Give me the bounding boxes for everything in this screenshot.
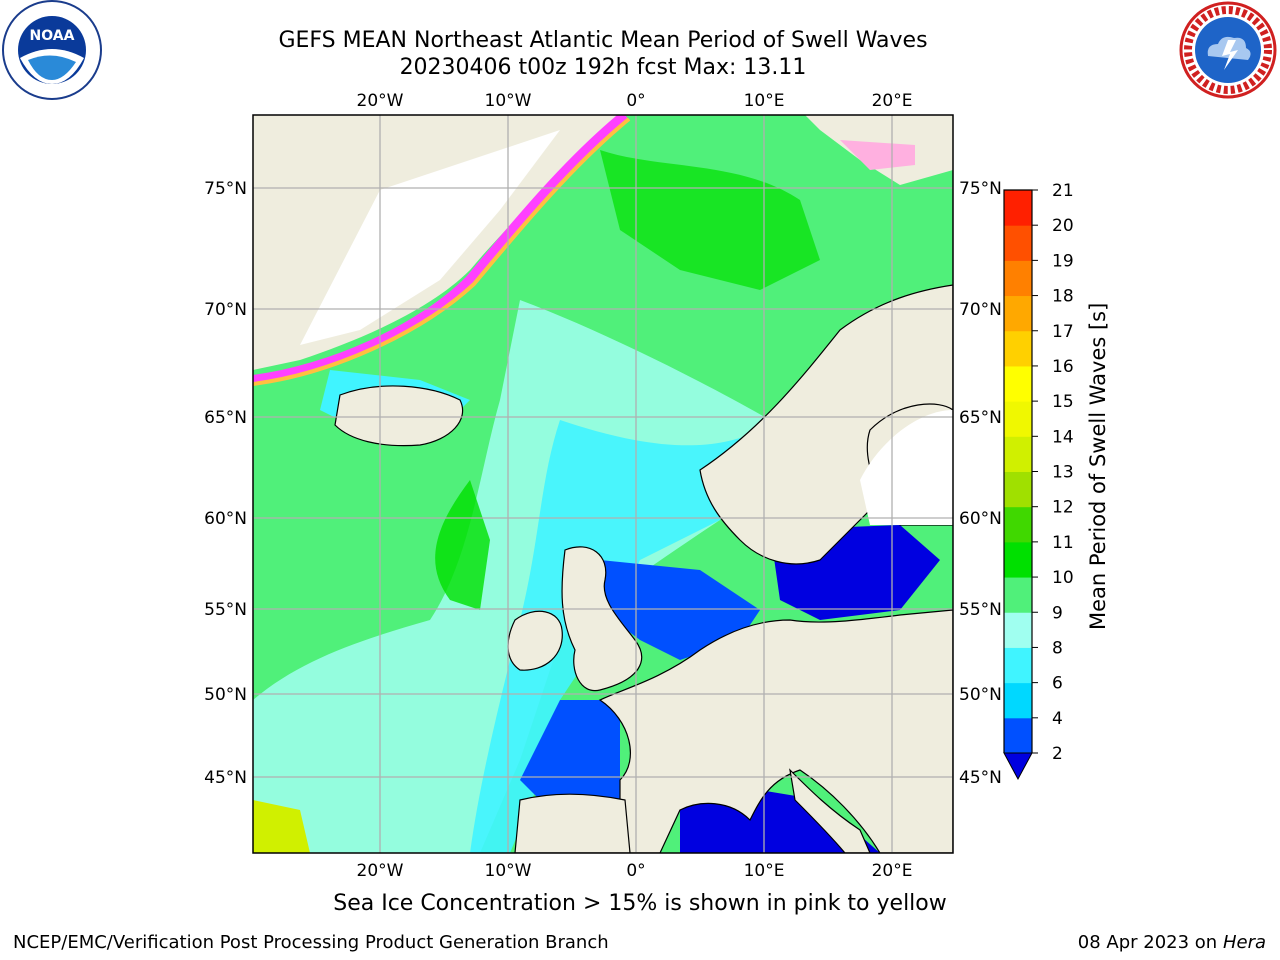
colorbar-segment [1004,647,1032,684]
footer-credit: NCEP/EMC/Verification Post Processing Pr… [13,932,609,953]
colorbar-segment [1004,401,1032,437]
swell-band-10-11 [435,480,490,610]
colorbar-tick-label: 10 [1052,568,1074,588]
colorbar-tick-label: 14 [1052,427,1074,447]
map-subtitle: 20230406 t00z 192h fcst Max: 13.11 [399,55,807,80]
sea-ice-edge-greenland-outer [253,117,631,386]
lon-label-bottom: 20°W [357,861,404,881]
colorbar-segment [1004,436,1032,472]
sea-ice-svalbard [840,140,915,170]
lat-label-right: 50°N [959,685,1002,705]
colorbar-tick-label: 2 [1052,744,1063,764]
lat-label-left: 65°N [204,408,247,428]
colorbar-segment [1004,365,1032,402]
map-frame [252,114,954,854]
lat-label-right: 60°N [959,509,1002,529]
colorbar-tick-label: 20 [1052,216,1074,236]
colorbar-segment [1004,295,1032,332]
iberia [514,793,631,853]
colorbar-tick-label: 21 [1052,181,1074,201]
lon-label-top: 20°W [357,91,404,111]
colorbar-tick-label: 13 [1052,463,1074,483]
colorbar-segment [1004,190,1032,226]
colorbar-tick-label: 12 [1052,498,1074,518]
colorbar-segment [1004,260,1032,297]
lat-label-left: 50°N [204,685,247,705]
colorbar-segment [1004,612,1032,648]
continental-europe [598,609,953,853]
colorbar-tick-label: 8 [1052,638,1063,658]
greenland-ice-mask [300,130,560,345]
lat-label-left: 55°N [204,600,247,620]
colorbar-tick-label: 6 [1052,674,1063,694]
swell-band-12-13 [253,800,310,853]
lat-label-left: 75°N [204,179,247,199]
lat-label-left: 45°N [204,768,247,788]
lon-label-bottom: 10°E [744,861,785,881]
colorbar-tick-label: 19 [1052,251,1074,271]
colorbar-tick-label: 11 [1052,533,1074,553]
iceland [334,385,464,447]
colorbar-segment [1004,506,1032,543]
colorbar-segment [1004,541,1032,578]
colorbar-label: Mean Period of Swell Waves [s] [1086,302,1110,630]
great-britain [561,546,643,692]
colorbar-tick-label: 4 [1052,709,1063,729]
colorbar-segment [1004,717,1032,754]
colorbar-extend-arrow [1003,752,1033,781]
noaa-logo-text: NOAA [30,28,75,44]
colorbar-segment [1004,682,1032,719]
swell-band-north-sea [600,560,760,660]
lat-label-right: 45°N [959,768,1002,788]
lat-label-right: 75°N [959,179,1002,199]
lon-label-top: 20°E [872,91,913,111]
lat-label-right: 65°N [959,408,1002,428]
sea-ice-note: Sea Ice Concentration > 15% is shown in … [333,891,947,916]
swell-band-biscay [520,700,620,800]
lat-label-left: 60°N [204,509,247,529]
swell-band-8-9 [253,300,770,853]
lat-label-right: 55°N [959,600,1002,620]
colorbar-tick-label: 9 [1052,603,1063,623]
colorbar-tick-label: 18 [1052,287,1074,307]
lon-label-top: 10°W [485,91,532,111]
lon-label-bottom: 10°W [485,861,532,881]
baltic-unmasked [860,410,953,525]
map-content [253,115,953,853]
colorbar-segment [1004,471,1032,508]
sea-ice-edge-greenland [253,115,629,385]
colorbar-tick-label: 16 [1052,357,1074,377]
lon-label-top: 0° [626,91,645,111]
footer-date-text: 08 Apr 2023 on [1077,932,1223,953]
footer-host: Hera [1222,932,1266,953]
colorbar-tick-label: 17 [1052,322,1074,342]
colorbar-segment [1004,225,1032,261]
nws-logo [1179,1,1277,99]
italy [789,768,871,853]
lon-label-bottom: 20°E [872,861,913,881]
noaa-logo: NOAA [2,0,102,100]
footer-date: 08 Apr 2023 on Hera [1078,932,1266,953]
swell-band-north [600,150,820,290]
lon-label-bottom: 0° [626,861,645,881]
lat-label-right: 70°N [959,300,1002,320]
lat-label-left: 70°N [204,300,247,320]
colorbar-segment [1004,330,1032,367]
map-title: GEFS MEAN Northeast Atlantic Mean Period… [278,28,928,53]
colorbar-tick-label: 15 [1052,392,1074,412]
colorbar-segment [1004,577,1032,613]
lon-label-top: 10°E [744,91,785,111]
